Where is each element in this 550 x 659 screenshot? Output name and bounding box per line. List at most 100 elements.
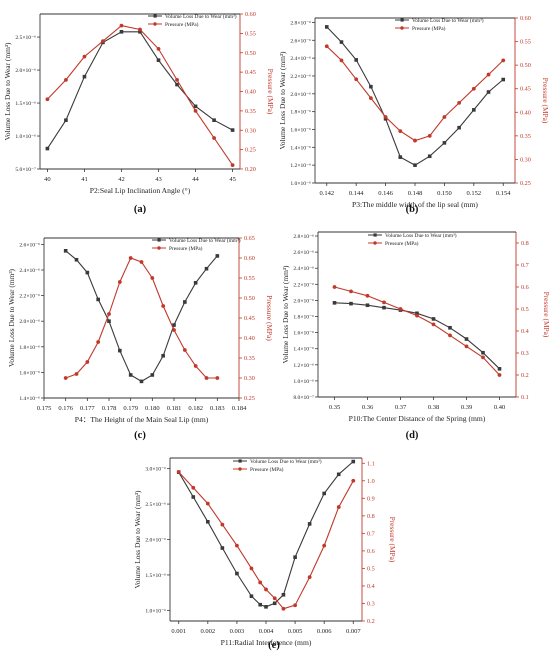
left-tick-label: 2.2×10⁻⁶ [293, 282, 314, 288]
data-point-wear [448, 325, 452, 330]
left-axis-label: Volume Loss Due to Wear (mm³) [7, 268, 16, 367]
right-tick-label: 0.30 [245, 127, 256, 134]
legend-label: Pressure (MPa) [385, 240, 419, 247]
x-tick-label: 0.004 [259, 628, 274, 635]
data-point-pressure [193, 364, 198, 368]
legend-marker-circle [153, 22, 157, 26]
right-tick-label: 0.7 [367, 530, 375, 537]
left-tick-label: 1.2×10⁻⁶ [293, 363, 314, 369]
data-point-wear [332, 301, 337, 305]
data-point-pressure [349, 289, 353, 294]
legend-label: Volume Loss Due to Wear (mm³) [250, 458, 322, 465]
legend-marker-square [238, 459, 242, 463]
data-point-pressure [272, 596, 277, 601]
legend-marker-square [373, 233, 377, 237]
data-point-pressure [74, 372, 79, 376]
left-tick-label: 2.4×10⁻⁶ [290, 56, 311, 62]
data-point-wear [119, 30, 124, 34]
data-point-pressure [101, 39, 105, 44]
data-point-wear [191, 495, 196, 499]
data-point-pressure [191, 485, 196, 490]
data-point-wear [501, 77, 506, 82]
left-tick-label: 1.6×10⁻⁶ [19, 370, 40, 376]
left-tick-label: 1.2×10⁻⁶ [290, 163, 311, 169]
x-tick-label: 0.146 [378, 190, 393, 197]
panel-label: (a) [134, 204, 147, 215]
left-tick-label: 5.0×10⁻⁷ [15, 167, 36, 173]
x-tick-label: 0.152 [467, 190, 482, 197]
legend-label: Volume Loss Due to Wear (mm³) [169, 237, 241, 244]
data-point-pressure [249, 566, 254, 571]
data-point-pressure [442, 115, 447, 119]
left-tick-label: 2.0×10⁻⁶ [19, 319, 40, 325]
data-point-pressure [139, 260, 144, 264]
right-tick-label: 0.2 [367, 618, 375, 625]
data-point-pressure [220, 522, 225, 527]
panel-label: (c) [134, 430, 146, 441]
data-point-pressure [501, 58, 506, 63]
right-axis-label: Pressure (MPa) [542, 292, 550, 338]
legend: Volume Loss Due to Wear (mm³)Pressure (M… [152, 237, 241, 252]
data-point-wear [307, 522, 312, 526]
data-point-pressure [205, 501, 210, 506]
data-point-wear [64, 118, 68, 122]
data-point-wear [354, 58, 358, 62]
data-point-pressure [215, 376, 220, 380]
data-point-wear [427, 154, 432, 159]
data-point-pressure [324, 44, 329, 49]
right-tick-label: 0.30 [520, 156, 531, 163]
data-point-wear [258, 602, 262, 607]
left-tick-label: 2.0×10⁻⁶ [293, 298, 314, 304]
x-axis-label: P11:Radial Interference (mm) [221, 638, 312, 647]
legend: Volume Loss Due to Wear (mm³)Pressure (M… [233, 458, 322, 473]
right-tick-label: 0.3 [367, 600, 375, 607]
x-tick-label: 0.38 [428, 404, 439, 411]
data-point-wear [63, 249, 68, 253]
legend-label: Volume Loss Due to Wear (mm³) [412, 17, 484, 24]
data-point-pressure [85, 360, 90, 364]
data-point-pressure [117, 280, 122, 284]
data-point-pressure [107, 312, 111, 316]
data-point-pressure [497, 373, 502, 377]
data-point-pressure [307, 575, 312, 580]
legend-marker-square [157, 238, 161, 242]
left-tick-label: 2.0×10⁻⁶ [290, 92, 311, 98]
data-point-pressure [82, 54, 87, 59]
data-point-pressure [464, 344, 469, 349]
legend: Volume Loss Due to Wear (mm³)Pressure (M… [395, 17, 484, 32]
data-point-pressure [339, 58, 344, 63]
left-tick-label: 2.5×10⁻⁶ [145, 502, 166, 508]
data-point-wear [486, 90, 491, 94]
left-axis-label: Volume Loss Due to Wear (mm³) [278, 51, 287, 150]
legend-marker-circle [157, 246, 161, 250]
legend-label: Volume Loss Due to Wear (mm³) [385, 232, 457, 239]
data-point-pressure [176, 470, 181, 474]
data-point-wear [128, 373, 133, 377]
data-point-wear [481, 350, 485, 355]
data-point-pressure [193, 108, 198, 113]
data-point-wear [212, 118, 216, 122]
data-point-wear [472, 108, 476, 112]
x-axis-label: P2:Seal Lip Inclination Angle (°) [90, 186, 191, 195]
x-tick-label: 0.35 [329, 404, 340, 411]
left-tick-label: 3.0×10⁻⁶ [145, 467, 166, 473]
left-tick-label: 1.0×10⁻⁶ [290, 181, 311, 187]
x-tick-label: 0.142 [319, 190, 334, 197]
x-tick-label: 0.154 [496, 190, 511, 197]
x-tick-label: 0.176 [58, 405, 73, 412]
right-tick-label: 0.50 [244, 295, 255, 302]
data-point-pressure [150, 276, 155, 280]
data-point-wear [45, 146, 50, 151]
x-tick-label: 0.148 [408, 190, 423, 197]
right-tick-label: 0.1 [521, 394, 529, 401]
right-tick-label: 0.35 [245, 108, 256, 115]
data-point-wear [156, 58, 161, 62]
x-tick-label: 0.150 [437, 190, 452, 197]
right-tick-label: 0.5 [521, 306, 529, 313]
data-point-wear [204, 266, 209, 271]
chart-panel-4: 0.35 0.36 0.37 0.38 0.39 0.40 8.0×10⁻⁷ 1.0×10⁻⁶… [281, 231, 550, 441]
right-tick-label: 0.30 [244, 375, 255, 382]
right-tick-label: 0.55 [520, 39, 531, 46]
left-tick-label: 1.0×10⁻⁶ [145, 608, 166, 614]
right-tick-label: 0.35 [520, 133, 531, 140]
